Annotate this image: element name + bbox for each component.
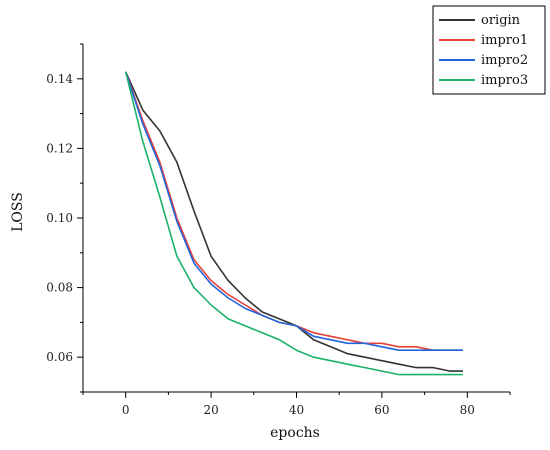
axes: 0 20 40 60 80 0.06 0.08 0.10 0.12 0.14 [46, 43, 511, 417]
x-axis-title: epochs [270, 425, 320, 441]
legend-label-impro2: impro2 [481, 53, 528, 68]
legend-label-origin: origin [481, 13, 521, 28]
y-tick-label: 0.14 [46, 72, 73, 86]
legend-label-impro3: impro3 [481, 73, 528, 88]
y-tick-label: 0.10 [46, 211, 73, 225]
legend-label-impro1: impro1 [481, 33, 528, 48]
x-tick-label: 0 [122, 403, 130, 417]
y-axis-title: LOSS [10, 192, 26, 232]
legend: origin impro1 impro2 impro3 [432, 5, 546, 95]
series-lines [124, 71, 463, 376]
series-line-impro1 [124, 71, 463, 352]
y-tick-label: 0.12 [46, 141, 73, 155]
y-tick-label: 0.06 [46, 350, 73, 364]
y-tick-label: 0.08 [46, 281, 73, 295]
x-tick-label: 40 [289, 403, 304, 417]
series-line-impro3 [124, 71, 463, 376]
series-line-impro2 [124, 71, 463, 352]
x-tick-label: 80 [460, 403, 475, 417]
x-tick-label: 60 [374, 403, 389, 417]
x-tick-label: 20 [203, 403, 218, 417]
